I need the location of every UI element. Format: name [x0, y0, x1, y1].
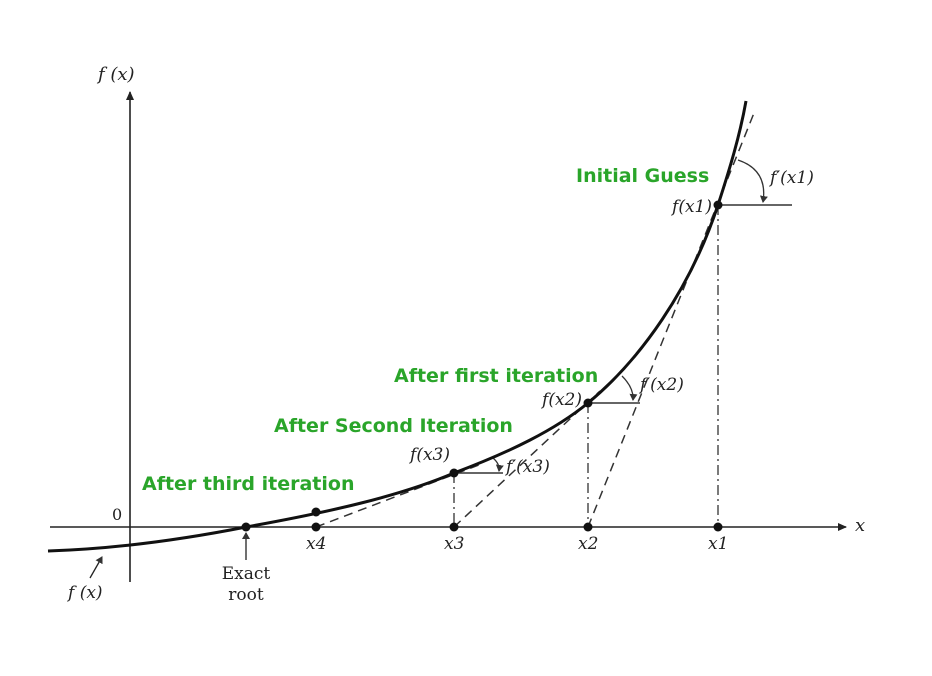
angle-arc-1: [737, 159, 768, 203]
annotation-second-iteration: After Second Iteration: [274, 415, 513, 437]
point-label-f-x2: f(x2): [540, 390, 582, 410]
point-label-f-x3: f(x3): [408, 445, 450, 465]
point-root: [241, 522, 251, 532]
angle-arc-2: [621, 375, 638, 401]
root-label-line2: root: [228, 585, 264, 605]
tick-label-x2: x2: [578, 534, 598, 554]
point-f-x3: [449, 468, 459, 478]
angle-arc-3: [492, 457, 504, 472]
origin-label: 0: [112, 505, 122, 524]
curve-label: f (x): [66, 583, 103, 603]
x-axis-label: x: [855, 515, 865, 536]
point-x1: [713, 522, 723, 532]
annotation-first-iteration: After first iteration: [394, 365, 598, 387]
y-axis-label: f (x): [96, 64, 135, 85]
point-x4-curve: [311, 507, 321, 517]
point-x3: [449, 522, 459, 532]
annotation-initial-guess: Initial Guess: [576, 165, 709, 187]
tick-label-x1: x1: [708, 534, 728, 554]
point-x2: [583, 522, 593, 532]
root-label-line1: Exact: [222, 564, 271, 584]
point-x4: [311, 522, 321, 532]
point-label-f-x1: f(x1): [670, 197, 712, 217]
curve-label-pointer: [89, 556, 103, 579]
slope-label-3: f′(x3): [504, 457, 550, 477]
tick-label-x4: x4: [306, 534, 326, 554]
tick-label-x3: x3: [444, 534, 464, 554]
slope-label-1: f′(x1): [768, 168, 814, 188]
slope-label-2: f′(x2): [638, 375, 684, 395]
point-f-x2: [583, 398, 593, 408]
point-f-x1: [713, 200, 723, 210]
annotation-third-iteration: After third iteration: [142, 473, 354, 495]
